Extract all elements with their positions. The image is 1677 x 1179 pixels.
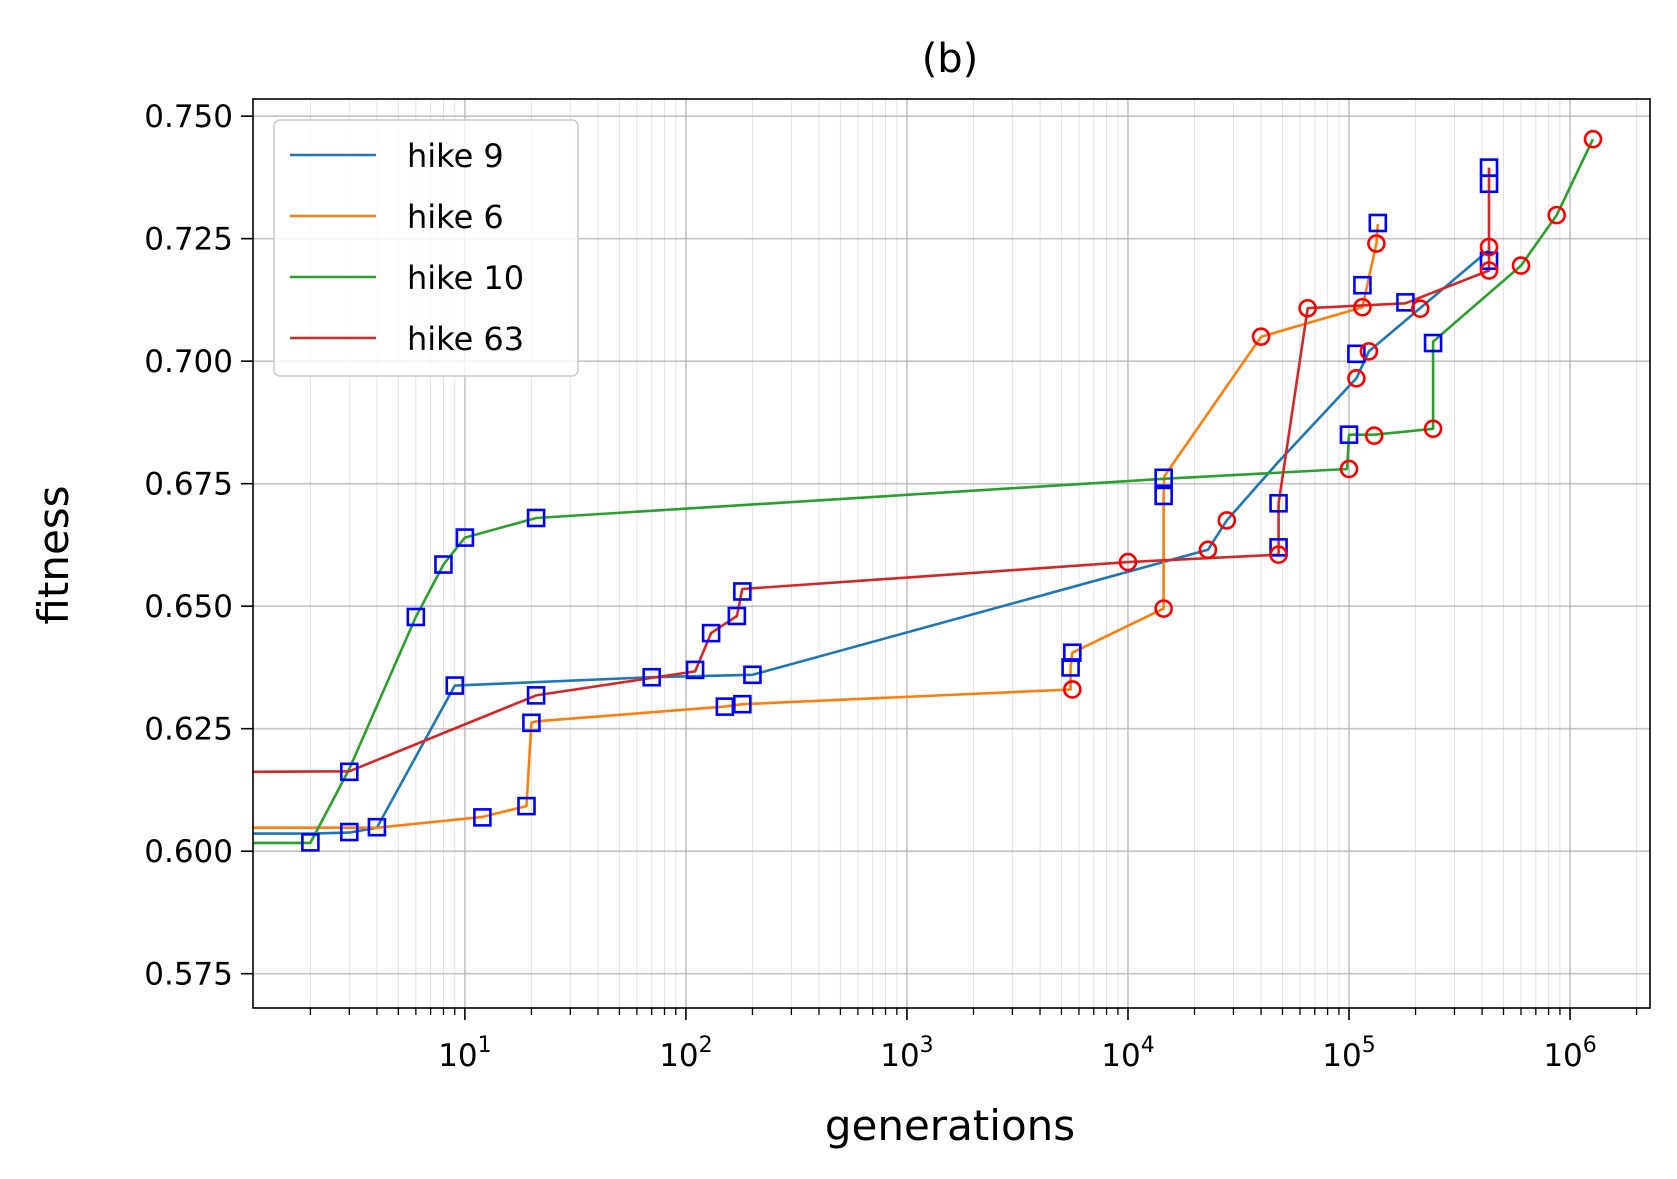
- square-marker: [1479, 158, 1499, 177]
- circle-marker: [1063, 680, 1082, 699]
- square-marker: [1479, 251, 1499, 271]
- square-marker: [526, 686, 546, 705]
- square-marker: [526, 508, 546, 528]
- circle-marker: [1479, 237, 1499, 257]
- square-marker: [701, 623, 721, 643]
- circle-marker: [1217, 511, 1237, 530]
- square-marker: [517, 796, 536, 816]
- circle-marker: [1353, 297, 1372, 317]
- square-marker: [473, 808, 492, 827]
- circle-marker: [1367, 234, 1386, 253]
- square-marker: [743, 665, 762, 685]
- circle-marker: [1347, 369, 1366, 388]
- legend-label-hike-10: hike 10: [407, 259, 524, 297]
- x-tick-label: 103: [880, 1033, 933, 1074]
- legend: hike 9 hike 6 hike 10 hike 63: [273, 119, 579, 377]
- square-marker: [1154, 486, 1173, 506]
- square-marker: [1423, 333, 1443, 353]
- circle-marker: [1364, 426, 1384, 445]
- y-axis-ticks: 0.575 0.600 0.625 0.650 0.675 0.700 0.725 0.750: [144, 99, 253, 993]
- y-tick-label: 0.675: [144, 467, 233, 503]
- legend-box: [273, 119, 579, 377]
- square-marker: [406, 607, 426, 627]
- square-marker: [642, 667, 661, 687]
- x-tick-label: 106: [1543, 1033, 1596, 1074]
- square-marker: [301, 833, 320, 852]
- y-tick-label: 0.650: [144, 589, 233, 625]
- circle-marker: [1339, 459, 1359, 479]
- circle-marker: [1547, 205, 1566, 225]
- y-tick-label: 0.750: [144, 99, 233, 135]
- circle-marker: [1269, 545, 1288, 565]
- square-marker: [1347, 344, 1366, 364]
- x-tick-label: 105: [1322, 1033, 1375, 1074]
- x-axis-label: generations: [825, 1101, 1075, 1150]
- y-tick-label: 0.725: [144, 222, 233, 258]
- circle-marker: [1251, 327, 1271, 346]
- square-marker: [1269, 493, 1288, 513]
- square-marker: [727, 606, 747, 626]
- y-tick-label: 0.600: [144, 834, 233, 870]
- square-marker: [1269, 538, 1288, 557]
- circle-marker: [1583, 129, 1603, 149]
- circle-marker: [1511, 256, 1531, 275]
- square-marker: [1339, 425, 1359, 444]
- circle-marker: [1118, 552, 1138, 572]
- y-tick-label: 0.575: [144, 957, 233, 993]
- circle-marker: [1359, 342, 1379, 361]
- series-line-hike-9: [253, 249, 1489, 835]
- square-marker: [434, 555, 453, 574]
- plot-frame: [252, 98, 1651, 1009]
- x-tick-label: 104: [1101, 1033, 1154, 1074]
- series-lines: [252, 138, 1595, 845]
- x-tick-label: 102: [659, 1033, 712, 1074]
- square-marker: [522, 713, 541, 733]
- y-tick-label: 0.700: [144, 344, 233, 380]
- circle-marker: [1198, 540, 1218, 560]
- square-marker: [685, 660, 705, 680]
- square-marker: [340, 822, 359, 842]
- series-line-hike-10: [253, 138, 1595, 845]
- square-marker: [1396, 293, 1415, 312]
- square-marker: [455, 528, 475, 547]
- square-marker: [733, 582, 752, 601]
- square-marker: [733, 694, 752, 714]
- y-axis-label: fitness: [29, 485, 78, 624]
- chart-title: (b): [922, 36, 979, 82]
- legend-label-hike-6: hike 6: [407, 198, 504, 236]
- square-marker: [1368, 213, 1388, 233]
- circle-marker: [1298, 298, 1317, 318]
- legend-label-hike-63: hike 63: [407, 320, 524, 358]
- markers: [301, 129, 1603, 852]
- y-tick-label: 0.625: [144, 712, 233, 748]
- x-axis-ticks: 101 102 103 104 105 106: [309, 1008, 1638, 1074]
- circle-marker: [1154, 599, 1173, 618]
- square-marker: [1154, 468, 1173, 488]
- legend-label-hike-9: hike 9: [407, 137, 504, 175]
- series-line-hike-63: [252, 167, 1491, 774]
- square-marker: [715, 697, 735, 716]
- square-marker: [367, 817, 387, 837]
- square-marker: [1063, 643, 1082, 663]
- circle-marker: [1410, 299, 1430, 319]
- circle-marker: [1479, 261, 1499, 280]
- square-marker: [340, 762, 359, 782]
- x-tick-label: 101: [438, 1033, 491, 1074]
- series-line-hike-6: [253, 223, 1380, 830]
- square-marker: [1353, 275, 1372, 295]
- square-marker: [445, 676, 465, 695]
- circle-marker: [1423, 419, 1443, 439]
